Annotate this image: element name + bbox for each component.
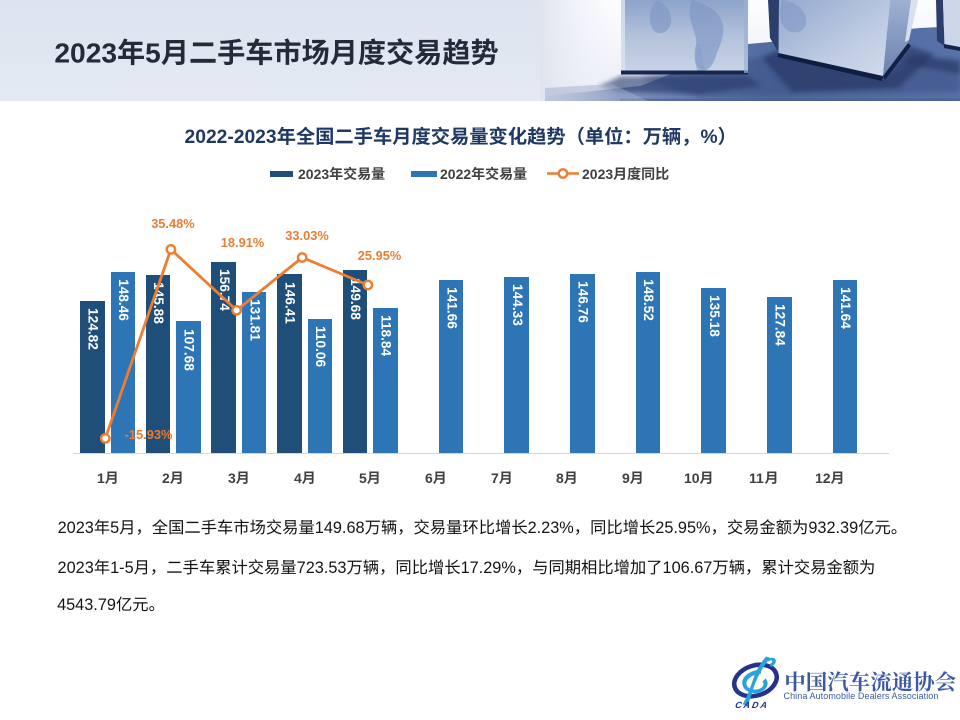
svg-text:5: 5: [359, 470, 367, 486]
svg-text:3: 3: [228, 470, 236, 486]
svg-text:12: 12: [815, 470, 831, 486]
svg-text:6: 6: [425, 470, 433, 486]
svg-text:9: 9: [622, 470, 630, 486]
svg-text:25.95%: 25.95%: [655, 520, 710, 538]
svg-text:5: 5: [145, 37, 161, 68]
svg-text:CADA: CADA: [734, 700, 769, 710]
svg-text:4543.79: 4543.79: [57, 596, 116, 614]
svg-text:5: 5: [110, 520, 119, 538]
svg-text:1-5: 1-5: [110, 559, 134, 577]
svg-text:2.23%: 2.23%: [527, 520, 573, 538]
svg-text:10: 10: [684, 470, 700, 486]
svg-text:4: 4: [294, 470, 302, 486]
svg-text:11: 11: [749, 470, 764, 486]
svg-text:2023: 2023: [298, 165, 329, 181]
svg-text:2023: 2023: [57, 559, 93, 577]
svg-text:2022-2023: 2022-2023: [185, 127, 277, 148]
svg-text:1: 1: [97, 470, 105, 486]
svg-text:149.68: 149.68: [315, 520, 365, 538]
svg-text:17.29%: 17.29%: [460, 559, 515, 577]
svg-text:723.53: 723.53: [297, 559, 347, 577]
svg-text:7: 7: [491, 470, 499, 486]
svg-text:2: 2: [162, 470, 170, 486]
svg-text:2023: 2023: [55, 37, 118, 68]
svg-text:106.67: 106.67: [662, 559, 712, 577]
svg-text:2023: 2023: [57, 520, 93, 538]
svg-text:%: %: [701, 127, 718, 148]
svg-text:2023: 2023: [582, 165, 613, 181]
svg-text:932.39: 932.39: [808, 520, 858, 538]
svg-text:8: 8: [556, 470, 564, 486]
svg-text:2022: 2022: [440, 165, 471, 181]
